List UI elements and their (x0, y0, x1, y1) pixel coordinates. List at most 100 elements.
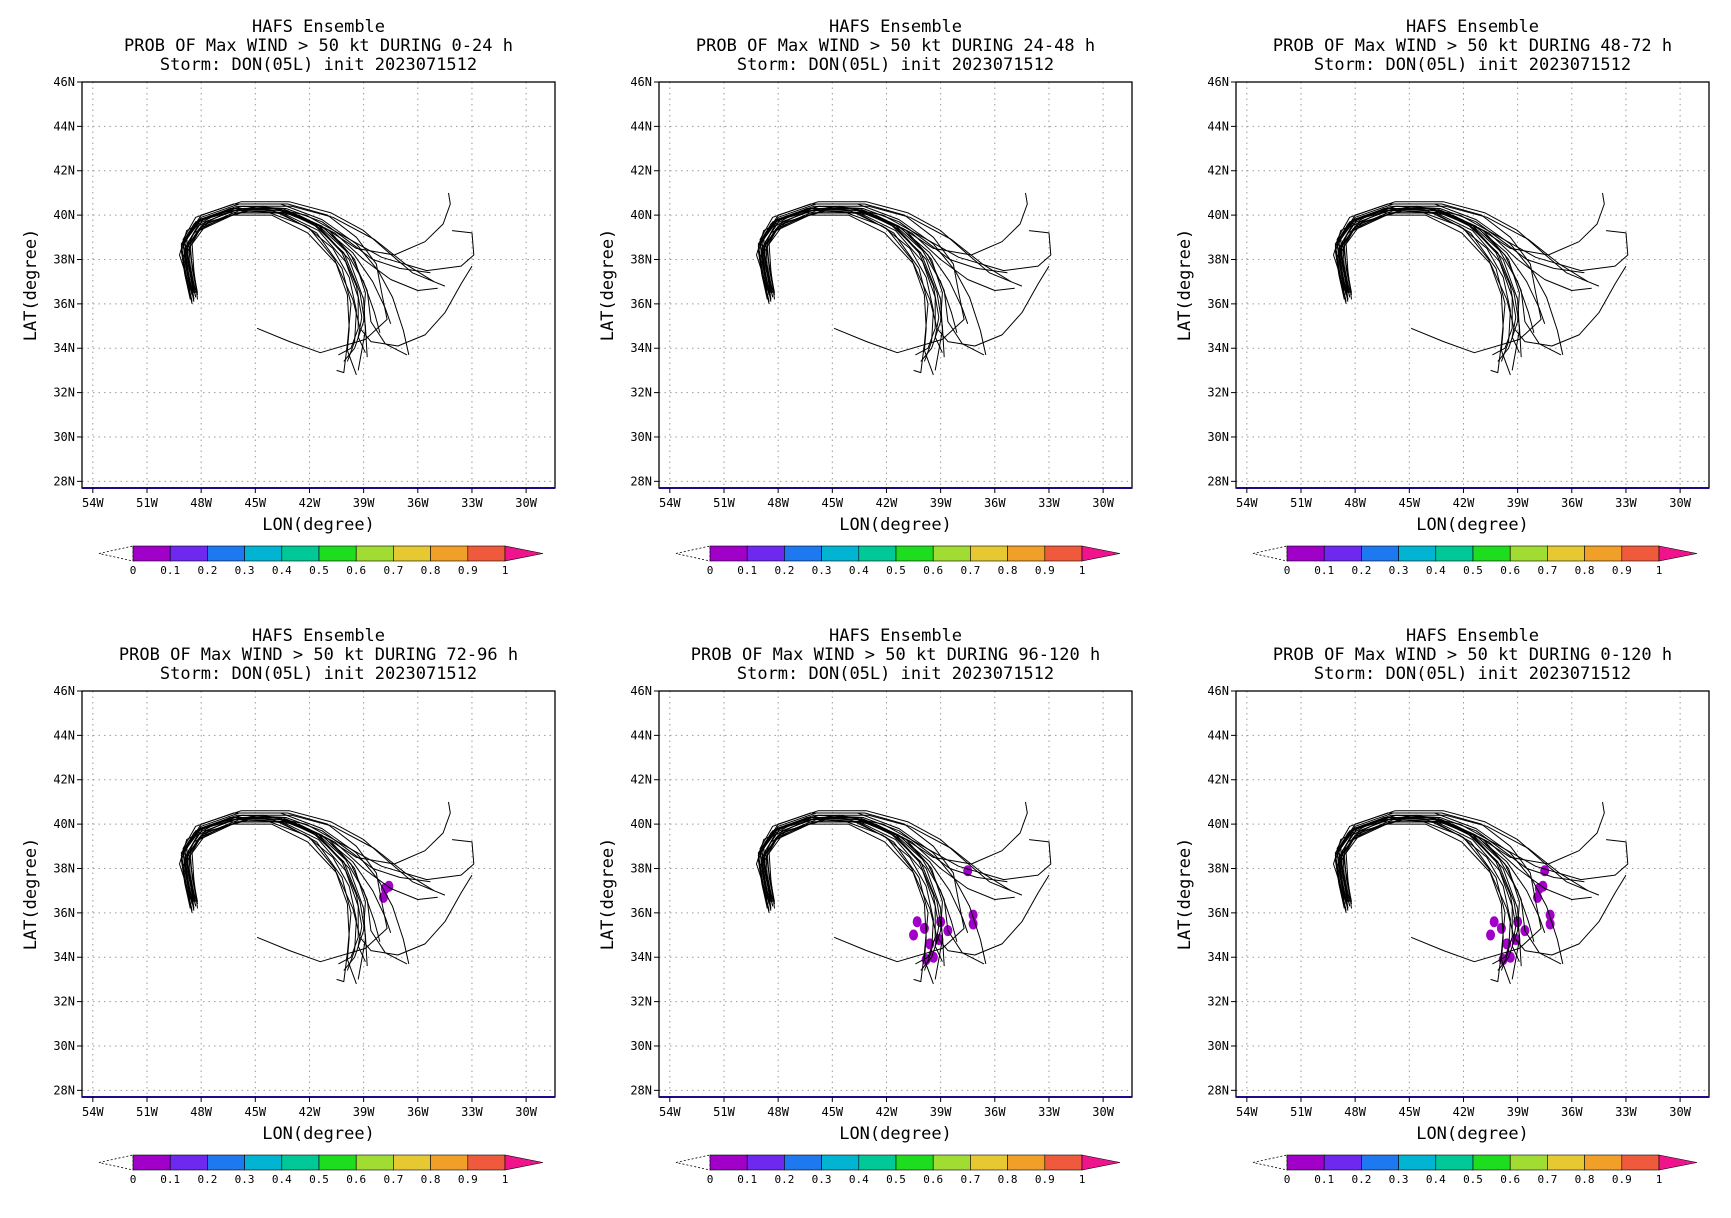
colorbar-swatch (393, 1154, 431, 1171)
colorbar-swatch (1472, 545, 1511, 562)
colorbar-swatch (430, 545, 469, 562)
colorbar: 0 0.1 0.2 0.3 0.4 0.5 0.6 0.7 0.8 0.9 1 (1252, 545, 1698, 577)
probability-blob (384, 880, 394, 892)
track-line (180, 817, 366, 962)
track-line (179, 205, 475, 302)
colorbar-label: 0 (1284, 1173, 1291, 1186)
track-line (1340, 812, 1542, 963)
y-tick-label: 36N (630, 906, 652, 920)
colorbar-swatch (169, 1154, 208, 1171)
y-tick-label: 42N (53, 773, 75, 787)
probability-blob (1505, 951, 1515, 963)
x-tick-label: 42W (876, 496, 898, 510)
y-axis-label: LAT(degree) (598, 838, 618, 951)
y-tick-label: 40N (53, 208, 75, 222)
x-tick-label: 45W (244, 496, 266, 510)
colorbar-label: 0.6 (923, 1173, 943, 1186)
colorbar-label: 0.9 (1035, 1173, 1055, 1186)
y-tick-label: 40N (630, 817, 652, 831)
colorbar-swatch (784, 1154, 822, 1171)
colorbar-label: 0.2 (197, 564, 217, 577)
track-line (757, 821, 934, 971)
x-tick-label: 36W (407, 496, 429, 510)
y-tick-label: 36N (53, 906, 75, 920)
colorbar-swatch (281, 545, 320, 562)
y-tick-label: 36N (1207, 297, 1229, 311)
x-tick-label: 39W (353, 496, 375, 510)
colorbar-label: 0.9 (1612, 1173, 1632, 1186)
y-tick-label: 32N (1207, 995, 1229, 1009)
chart-title: HAFS Ensemble (1406, 17, 1539, 37)
colorbar-swatch (207, 1154, 245, 1171)
track-line (184, 821, 359, 965)
x-axis-label: LON(degree) (1416, 1124, 1529, 1144)
chart-subtitle: PROB OF Max WIND > 50 kt DURING 24-48 h (696, 36, 1095, 56)
y-tick-label: 34N (53, 950, 75, 964)
plot-area (82, 691, 555, 1097)
colorbar-swatch (318, 545, 357, 562)
chart-title: HAFS Ensemble (1406, 626, 1539, 646)
colorbar-label: 0.5 (309, 1173, 329, 1186)
x-tick-label: 48W (190, 1105, 212, 1119)
y-tick-label: 44N (630, 119, 652, 133)
x-tick-label: 39W (1507, 496, 1529, 510)
colorbar-label: 0.7 (960, 1173, 980, 1186)
x-tick-label: 39W (1507, 1105, 1529, 1119)
y-tick-label: 36N (630, 297, 652, 311)
chart-storm-line: Storm: DON(05L) init 2023071512 (737, 664, 1054, 684)
x-tick-label: 33W (1615, 496, 1637, 510)
colorbar-label: 0.2 (1351, 1173, 1371, 1186)
colorbar-swatch (932, 1154, 971, 1171)
colorbar-label: 0.4 (272, 1173, 292, 1186)
colorbar-under-arrow (98, 545, 134, 562)
y-tick-label: 32N (1207, 386, 1229, 400)
colorbar-label: 0.5 (886, 564, 906, 577)
ensemble-tracks (179, 192, 475, 376)
track-line (756, 205, 1052, 302)
colorbar-label: 1 (1079, 1173, 1086, 1186)
plot-area (659, 691, 1132, 1097)
y-tick-label: 40N (53, 817, 75, 831)
track-line (757, 208, 943, 353)
y-tick-label: 40N (1207, 208, 1229, 222)
colorbar: 0 0.1 0.2 0.3 0.4 0.5 0.6 0.7 0.8 0.9 1 (675, 545, 1121, 577)
track-line (765, 208, 969, 324)
y-tick-label: 30N (630, 1039, 652, 1053)
colorbar-swatch (430, 1154, 469, 1171)
track-line (1340, 203, 1542, 354)
x-tick-label: 51W (713, 496, 735, 510)
colorbar-label: 0.6 (1500, 564, 1520, 577)
colorbar-swatch (244, 545, 283, 562)
colorbar-label: 0.1 (1314, 1173, 1334, 1186)
y-tick-label: 44N (630, 728, 652, 742)
track-line (184, 212, 359, 356)
track-line (179, 814, 475, 911)
colorbar-swatch (355, 545, 394, 562)
colorbar-label: 0.2 (197, 1173, 217, 1186)
colorbar-swatch (1584, 1154, 1623, 1171)
x-tick-label: 54W (659, 496, 681, 510)
colorbar-swatch (169, 545, 208, 562)
track-line (761, 212, 936, 356)
y-axis-label: LAT(degree) (598, 229, 618, 342)
colorbar-label: 0.4 (849, 564, 869, 577)
track-line (1334, 208, 1520, 353)
colorbar-label: 0.5 (1463, 564, 1483, 577)
plot-area (1236, 82, 1709, 488)
y-tick-label: 28N (53, 474, 75, 488)
colorbar-swatch (1398, 545, 1437, 562)
probability-blob (928, 951, 938, 963)
colorbar-label: 0.3 (1389, 564, 1409, 577)
y-axis-label: LAT(degree) (21, 229, 41, 342)
colorbar-label: 0.3 (235, 1173, 255, 1186)
chart-subtitle: PROB OF Max WIND > 50 kt DURING 48-72 h (1273, 36, 1672, 56)
colorbar-swatch (1547, 1154, 1585, 1171)
plot-area (82, 82, 555, 488)
y-tick-label: 34N (630, 341, 652, 355)
colorbar-label: 0.7 (383, 1173, 403, 1186)
colorbar-label: 0.3 (235, 564, 255, 577)
colorbar-label: 0.2 (774, 564, 794, 577)
colorbar-label: 0.9 (1035, 564, 1055, 577)
grid-lines (82, 691, 555, 1097)
colorbar-label: 0.5 (1463, 1173, 1483, 1186)
